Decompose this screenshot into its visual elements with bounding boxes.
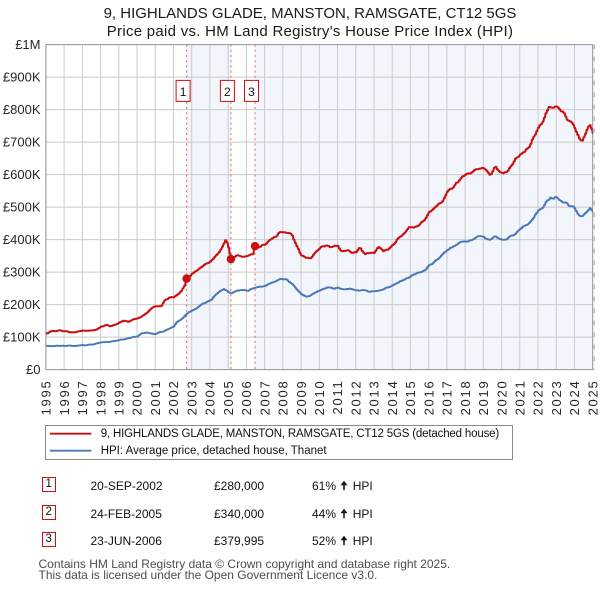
svg-text:2017: 2017	[440, 380, 455, 416]
svg-text:1: 1	[180, 85, 187, 99]
svg-text:2003: 2003	[184, 380, 199, 416]
svg-text:2001: 2001	[148, 380, 163, 416]
svg-text:2010: 2010	[312, 380, 327, 416]
svg-text:2011: 2011	[330, 380, 345, 415]
svg-text:2023: 2023	[549, 380, 564, 416]
svg-text:£500K: £500K	[3, 200, 41, 215]
svg-text:2022: 2022	[531, 380, 546, 416]
svg-text:£700K: £700K	[3, 135, 41, 150]
svg-text:2021: 2021	[513, 380, 528, 416]
svg-text:2024: 2024	[567, 380, 582, 416]
svg-text:2008: 2008	[276, 380, 291, 416]
svg-text:£200K: £200K	[3, 297, 41, 312]
svg-text:2013: 2013	[367, 380, 382, 416]
svg-text:1996: 1996	[57, 380, 72, 416]
svg-text:1999: 1999	[112, 380, 127, 416]
svg-text:£900K: £900K	[3, 70, 41, 85]
svg-text:£100K: £100K	[3, 330, 41, 345]
svg-text:2009: 2009	[294, 380, 309, 416]
svg-text:2005: 2005	[221, 380, 236, 416]
svg-text:2000: 2000	[130, 380, 145, 416]
svg-text:£300K: £300K	[3, 265, 41, 280]
svg-text:£0: £0	[26, 362, 40, 377]
svg-text:£400K: £400K	[3, 232, 41, 247]
svg-text:2004: 2004	[203, 380, 218, 416]
svg-text:1995: 1995	[39, 380, 54, 416]
svg-text:3: 3	[248, 85, 255, 99]
svg-text:2012: 2012	[349, 380, 364, 416]
svg-text:2016: 2016	[421, 380, 436, 416]
svg-text:2007: 2007	[257, 380, 272, 416]
svg-text:2002: 2002	[166, 380, 181, 416]
svg-text:2020: 2020	[494, 380, 509, 416]
svg-text:£800K: £800K	[3, 102, 41, 117]
svg-text:1998: 1998	[93, 380, 108, 416]
svg-text:1997: 1997	[75, 380, 90, 416]
svg-text:2019: 2019	[476, 380, 491, 416]
svg-text:2: 2	[224, 85, 231, 99]
svg-text:2014: 2014	[385, 380, 400, 416]
svg-text:2025: 2025	[585, 380, 600, 416]
svg-text:2015: 2015	[403, 380, 418, 416]
svg-text:2018: 2018	[458, 380, 473, 416]
svg-text:£1M: £1M	[15, 37, 40, 52]
svg-text:£600K: £600K	[3, 167, 41, 182]
svg-text:2006: 2006	[239, 380, 254, 416]
